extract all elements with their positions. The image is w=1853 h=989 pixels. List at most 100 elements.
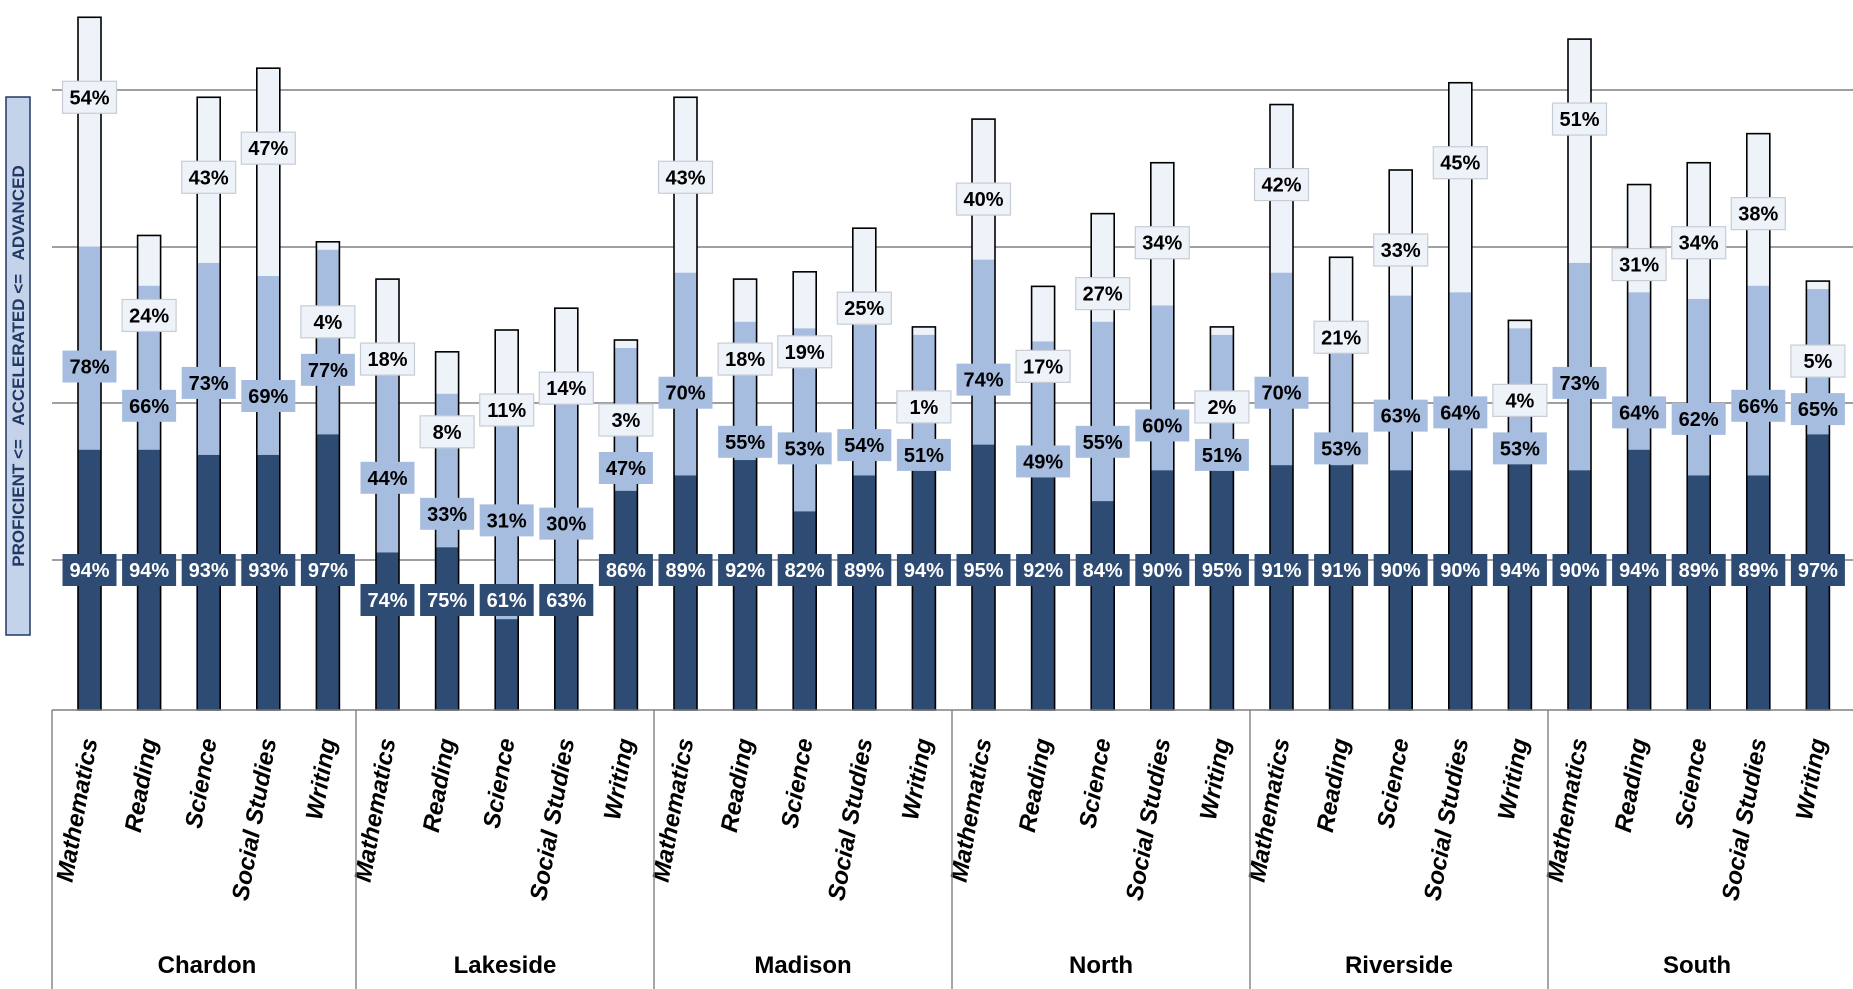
y-axis-title: PROFICIENT <= ACCELERATED <= ADVANCED xyxy=(5,96,31,636)
data-labels: 54% 78% 94% 24% 66% 94% 43% 73% 93% 47% 69% 93% 4% 77… xyxy=(61,80,1846,616)
data-label-box xyxy=(1552,366,1607,399)
data-label-box xyxy=(479,584,534,616)
data-label-box xyxy=(240,131,296,165)
data-label: 89% xyxy=(844,560,884,582)
subject-tick-label: Social Studies xyxy=(525,736,580,902)
data-label: 33% xyxy=(1381,240,1421,262)
bar-proficient xyxy=(1568,470,1591,710)
data-label: 25% xyxy=(844,298,884,320)
data-label-box xyxy=(956,554,1011,586)
data-label-box xyxy=(479,393,535,427)
school-group-label: Chardon xyxy=(158,952,257,979)
bar-proficient xyxy=(1687,475,1711,710)
data-label-box xyxy=(419,415,475,449)
data-label-box xyxy=(896,554,951,586)
data-label: 84% xyxy=(1083,560,1123,582)
data-label-box xyxy=(300,353,355,386)
data-label-box xyxy=(122,554,177,586)
data-label-box xyxy=(1313,320,1369,354)
data-label: 18% xyxy=(725,349,765,371)
data-label-box xyxy=(1314,432,1369,465)
subject-tick-label: Mathematics xyxy=(350,736,402,884)
data-label-box xyxy=(1373,554,1428,586)
data-label-box xyxy=(420,497,475,530)
data-label-box xyxy=(1134,226,1190,260)
data-label: 93% xyxy=(189,560,229,582)
data-label: 69% xyxy=(248,386,288,408)
data-label: 90% xyxy=(1381,560,1421,582)
data-label-box xyxy=(538,371,594,405)
data-label-box xyxy=(181,160,237,194)
data-label-box xyxy=(837,554,892,586)
data-label-box xyxy=(1790,393,1845,426)
data-label: 89% xyxy=(1679,560,1719,582)
data-label: 97% xyxy=(1798,560,1838,582)
data-label-box xyxy=(61,80,118,114)
subject-tick-label: Social Studies xyxy=(823,736,878,902)
data-label: 64% xyxy=(1619,402,1659,424)
data-label: 90% xyxy=(1559,560,1599,582)
data-label-box xyxy=(1492,554,1547,586)
data-label-box xyxy=(300,554,355,586)
data-label-box xyxy=(181,554,236,586)
subject-tick-label: Mathematics xyxy=(52,736,104,884)
subject-tick-label: Science xyxy=(180,736,222,830)
data-label: 94% xyxy=(69,560,109,582)
data-label-box xyxy=(658,376,713,409)
bar-proficient xyxy=(554,608,578,710)
subject-tick-label: Science xyxy=(776,736,818,830)
data-label-box xyxy=(1492,432,1547,465)
data-label-box xyxy=(1016,554,1071,586)
data-label-box xyxy=(777,335,833,369)
data-label: 31% xyxy=(1619,255,1659,277)
data-label: 31% xyxy=(487,510,527,532)
school-group-label: Lakeside xyxy=(454,952,557,979)
data-label-box xyxy=(62,350,117,383)
data-label-box xyxy=(598,554,653,586)
data-label-box xyxy=(539,584,594,616)
data-label-box xyxy=(1611,247,1667,282)
data-label-box xyxy=(1194,390,1250,424)
bar-proficient xyxy=(674,475,697,710)
data-label-box xyxy=(1433,396,1488,429)
data-label: 30% xyxy=(546,514,586,536)
data-label-box xyxy=(718,554,773,586)
data-label: 75% xyxy=(427,590,467,612)
y-axis-label: PROFICIENT <= ACCELERATED <= ADVANCED xyxy=(9,165,28,566)
data-label-box xyxy=(241,554,296,586)
data-label: 4% xyxy=(1505,390,1534,412)
data-label: 45% xyxy=(1440,153,1480,175)
data-label-box xyxy=(1671,402,1726,435)
data-label: 17% xyxy=(1023,356,1063,378)
data-label: 94% xyxy=(904,560,944,582)
bar-proficient xyxy=(435,547,459,710)
data-label: 53% xyxy=(1500,438,1540,460)
school-group-label: North xyxy=(1069,952,1133,979)
data-label: 49% xyxy=(1023,451,1063,473)
data-label: 95% xyxy=(963,560,1003,582)
data-label-box xyxy=(62,554,117,586)
data-label: 21% xyxy=(1321,327,1361,349)
school-group-label: South xyxy=(1663,952,1731,979)
bar-proficient xyxy=(1448,470,1472,710)
data-label-box xyxy=(1432,146,1488,180)
data-label: 90% xyxy=(1440,560,1480,582)
data-label: 97% xyxy=(308,560,348,582)
subject-tick-label: Reading xyxy=(1014,736,1057,834)
data-label: 74% xyxy=(963,370,1003,392)
data-label: 63% xyxy=(546,590,586,612)
school-group-label: Madison xyxy=(754,952,851,979)
data-label: 3% xyxy=(611,410,640,432)
data-label: 70% xyxy=(665,383,705,405)
data-label: 89% xyxy=(1738,560,1778,582)
bar-proficient xyxy=(1091,501,1115,710)
data-label: 77% xyxy=(308,360,348,382)
data-label: 2% xyxy=(1207,397,1236,419)
bar-proficient xyxy=(495,619,519,710)
data-label-box xyxy=(955,182,1012,216)
data-label-box xyxy=(1433,554,1488,586)
data-label-box xyxy=(1253,167,1310,202)
subject-tick-label: Mathematics xyxy=(946,736,998,884)
data-label-box xyxy=(718,425,773,458)
subject-tick-label: Writing xyxy=(301,736,342,822)
